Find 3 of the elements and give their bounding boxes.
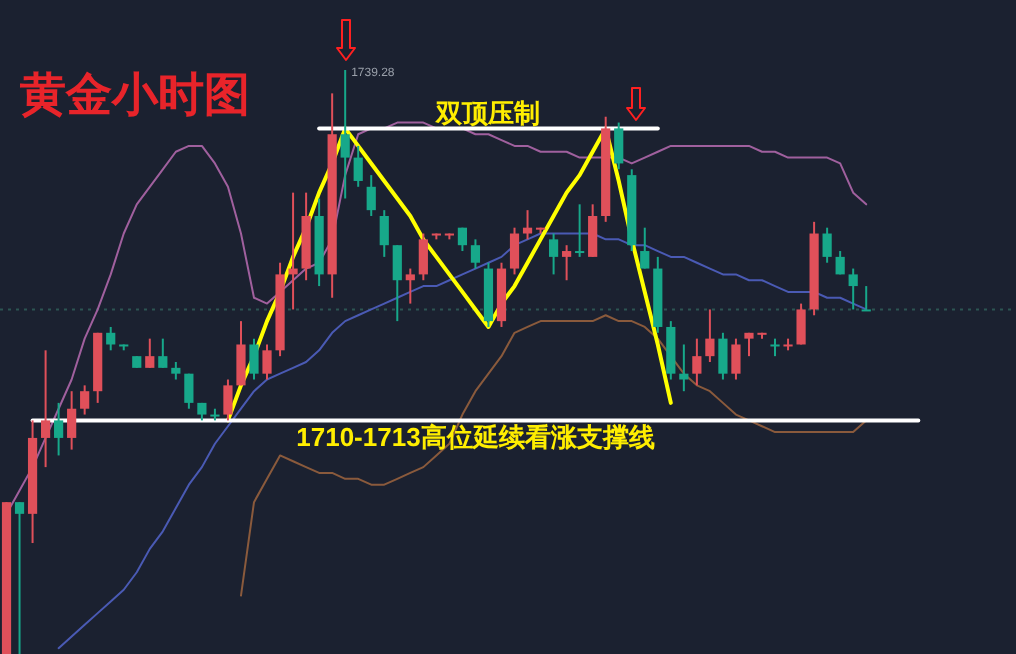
chart-title: 黄金小时图 [18, 68, 250, 120]
series-label: 双顶压制 [434, 98, 541, 129]
series-label: 1710-1713高位延续看涨支撑线 [296, 422, 655, 453]
